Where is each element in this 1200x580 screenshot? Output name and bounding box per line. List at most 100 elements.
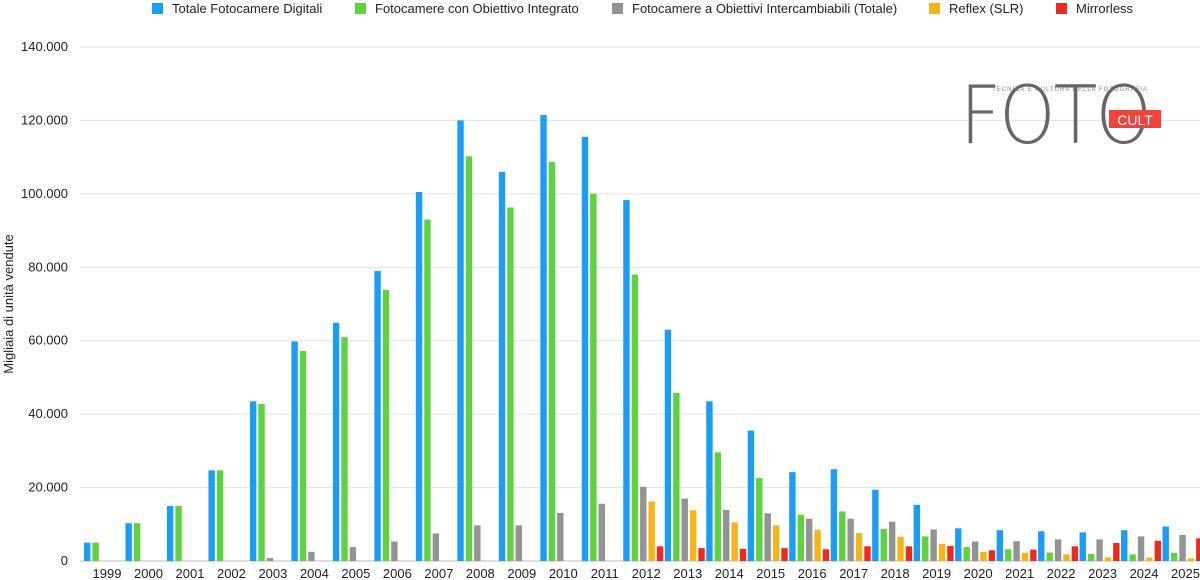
bar	[1129, 554, 1136, 561]
x-tick-label: 2004	[300, 566, 329, 580]
y-tick-label: 0	[61, 553, 68, 568]
legend-swatch	[355, 3, 366, 14]
bar	[723, 509, 730, 561]
legend-swatch	[929, 3, 940, 14]
x-tick-label: 2022	[1047, 566, 1076, 580]
bar	[1179, 534, 1186, 561]
bar	[772, 525, 780, 561]
bar	[971, 541, 979, 561]
y-tick-label: 20.000	[28, 480, 68, 495]
bar	[598, 503, 605, 561]
bar	[1013, 541, 1020, 561]
y-tick-label: 60.000	[28, 333, 68, 348]
bar	[764, 513, 771, 561]
x-tick-label: 2017	[839, 566, 868, 580]
bar	[631, 274, 639, 561]
legend-label: Fotocamere con Obiettivo Integrato	[375, 1, 579, 16]
bar	[756, 478, 763, 561]
bar	[789, 472, 796, 561]
bar	[84, 542, 91, 561]
bar	[308, 551, 315, 561]
x-tick-label: 2003	[258, 566, 287, 580]
bar	[797, 514, 804, 561]
bar	[208, 470, 215, 561]
bar	[540, 114, 547, 562]
bar	[731, 522, 738, 561]
x-tick-label: 2025	[1171, 566, 1200, 580]
bar	[664, 329, 672, 561]
legend-label: Fotocamere a Obiettivi Intercambiabili (…	[632, 1, 897, 16]
bar	[581, 136, 589, 561]
bar	[125, 523, 132, 561]
bar	[432, 533, 440, 561]
bar	[689, 510, 697, 561]
bar	[175, 505, 182, 561]
bar	[590, 193, 597, 561]
legend-item: Reflex (SLR)	[929, 1, 1023, 16]
bar	[1154, 540, 1162, 561]
bar	[706, 401, 713, 561]
bar	[930, 529, 937, 561]
x-tick-label: 2014	[715, 566, 744, 580]
bar	[739, 548, 747, 561]
bar	[681, 498, 688, 561]
bar	[457, 120, 464, 561]
x-tick-label: 2010	[549, 566, 578, 580]
bar	[1170, 552, 1178, 561]
x-tick-label: 2001	[176, 566, 205, 580]
legend-item: Fotocamere con Obiettivo Integrato	[355, 1, 579, 16]
x-tick-label: 2020	[964, 566, 993, 580]
bar	[374, 270, 381, 561]
bar	[1038, 531, 1045, 561]
bar	[872, 489, 879, 561]
bar	[980, 551, 987, 561]
y-tick-label: 40.000	[28, 406, 68, 421]
bar	[830, 469, 838, 561]
x-tick-label: 2013	[673, 566, 702, 580]
legend-item: Fotocamere a Obiettivi Intercambiabili (…	[612, 1, 897, 16]
legend-swatch	[152, 3, 163, 14]
bar	[299, 350, 307, 561]
bar	[1063, 554, 1070, 561]
x-tick-label: 2012	[632, 566, 661, 580]
bar	[507, 207, 514, 562]
bar	[938, 543, 946, 561]
bar	[955, 528, 962, 561]
bar	[1071, 546, 1079, 561]
x-tick-label: 2009	[507, 566, 536, 580]
bar	[474, 525, 481, 561]
bar	[1096, 539, 1103, 561]
bar	[291, 341, 298, 561]
y-tick-label: 80.000	[28, 259, 68, 274]
bar	[1196, 538, 1200, 561]
x-tick-label: 2006	[383, 566, 412, 580]
bar	[1187, 558, 1195, 561]
legend-swatch	[612, 3, 623, 14]
x-tick-label: 2008	[466, 566, 495, 580]
bar	[548, 161, 556, 561]
bars	[84, 114, 1200, 562]
x-tick-label: 2023	[1088, 566, 1117, 580]
bar	[781, 548, 788, 561]
legend-item: Totale Fotocamere Digitali	[152, 1, 322, 16]
bar	[349, 547, 357, 561]
bar	[341, 337, 348, 561]
bar	[1087, 554, 1095, 561]
logo-tagline: TECNICA E CULTURA DELLA FOTOGRAFIA	[992, 87, 1148, 93]
x-tick-label: 2021	[1005, 566, 1034, 580]
x-axis-ticks: 1999 2000 2001 2002 2003 2004 2005 2006 2007 2008…	[93, 566, 1200, 580]
x-tick-label: 2018	[881, 566, 910, 580]
y-tick-label: 120.000	[21, 112, 68, 127]
bar	[1113, 543, 1120, 561]
grid-lines	[80, 46, 1200, 562]
bar	[216, 470, 224, 561]
bar	[648, 501, 655, 561]
x-tick-label: 2000	[134, 566, 163, 580]
bar	[897, 536, 904, 561]
bar	[640, 486, 647, 561]
x-tick-label: 2002	[217, 566, 246, 580]
bar	[424, 219, 431, 562]
x-tick-label: 2024	[1130, 566, 1159, 580]
bar	[714, 452, 722, 561]
bar	[905, 546, 913, 561]
